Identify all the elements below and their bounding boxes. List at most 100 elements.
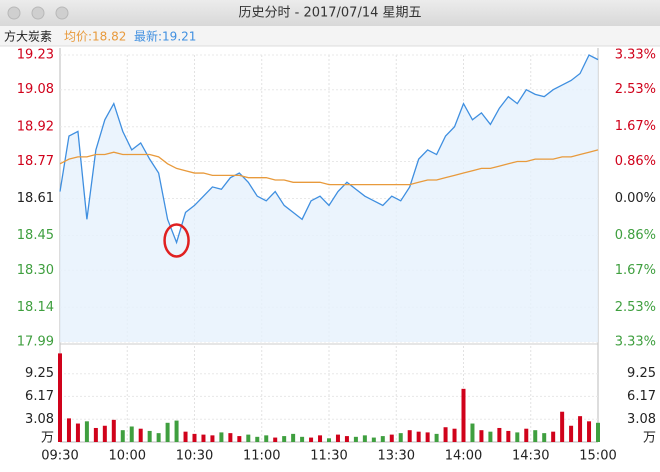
y-tick-label: 6.17 [25,389,54,404]
volume-bar [219,432,224,442]
y2-tick-label: 0.00% [615,191,656,206]
volume-bar [327,438,331,442]
volume-bar [578,416,583,442]
volume-bar [461,388,466,442]
y-tick-label: 18.45 [17,228,54,243]
y2-tick-label: 3.33% [615,48,656,63]
volume-bar [380,436,385,442]
volume-bar [174,420,179,442]
volume-bar [84,421,89,442]
volume-bar [587,421,592,442]
volume-bar [506,430,511,442]
volume-bar [371,437,376,442]
volume-bar [479,430,484,442]
volume-bar [183,431,188,442]
volume-bar [551,431,556,442]
y2-tick-label: 0.86% [615,228,656,243]
y2-tick-label: 1.67% [615,119,656,134]
y-unit-label: 万 [41,431,54,446]
y-tick-label: 19.08 [17,82,54,97]
x-tick-label: 11:30 [310,449,347,464]
volume-bar [291,433,296,442]
volume-bar [111,419,116,442]
volume-bar [102,425,107,442]
volume-bar [569,425,574,442]
volume-bar [497,427,502,442]
minimize-button[interactable] [31,6,45,20]
x-tick-label: 10:00 [109,449,146,464]
volume-bar [192,433,197,442]
volume-bar [443,427,448,442]
volume-bar [138,428,143,442]
volume-bar [237,436,242,442]
volume-bar [282,436,287,442]
y-tick-label: 6.17 [627,389,656,404]
y-tick-label: 9.25 [627,366,656,381]
x-tick-label: 11:00 [243,449,280,464]
y-tick-label: 18.14 [17,300,54,315]
volume-bar [318,435,323,442]
volume-bar [434,433,439,442]
volume-bar [524,428,529,442]
volume-bar [264,435,269,442]
volume-bar [246,434,251,442]
volume-bar [389,434,394,442]
zoom-button[interactable] [55,6,69,20]
y-tick-label: 3.08 [25,412,54,427]
volume-bar [335,434,340,442]
volume-bar [425,432,430,442]
x-tick-label: 09:30 [41,449,78,464]
price-area [60,55,598,342]
latest-price-label: 最新:19.21 [134,29,196,44]
volume-bar [58,353,62,442]
volume-bar [362,435,367,442]
y-unit-label: 万 [643,431,656,446]
volume-bar [165,422,170,442]
volume-bar [93,427,98,442]
y2-tick-label: 1.67% [615,263,656,278]
volume-bar [542,433,547,442]
volume-bar [596,422,600,442]
stock-name: 方大炭素 [4,29,52,44]
volume-bar [470,423,475,442]
volume-bar [273,437,278,442]
x-tick-label: 10:30 [176,449,213,464]
volume-bar [407,430,412,442]
volume-bar [75,423,80,442]
x-tick-label: 13:30 [378,449,415,464]
y-tick-label: 19.23 [17,48,54,63]
volume-bar [66,418,71,442]
volume-bar [416,431,421,442]
volume-bar [228,433,233,442]
volume-bar [515,432,520,442]
volume-bar [533,430,538,442]
y2-tick-label: 2.53% [615,82,656,97]
avg-price-label: 均价:18.82 [64,30,126,44]
title-bar [0,0,660,26]
close-button[interactable] [7,6,21,20]
volume-bar [344,436,349,442]
y-tick-label: 18.77 [17,154,54,169]
window-title: 历史分时 - 2017/07/14 星期五 [238,6,421,21]
volume-bar [201,434,206,442]
y-tick-label: 18.61 [17,191,54,206]
volume-bar [398,433,403,442]
volume-bar [255,436,260,442]
volume-bar [353,436,358,442]
volume-bar [120,430,125,442]
y-tick-label: 18.92 [17,119,54,134]
volume-bar [147,430,152,442]
y-tick-label: 17.99 [17,335,54,350]
price-line [59,54,599,245]
y-tick-label: 3.08 [627,412,656,427]
highlight-circle [163,223,190,258]
x-tick-label: 14:30 [512,449,549,464]
volume-bar [210,435,215,442]
x-tick-label: 15:00 [579,449,616,464]
volume-bar [300,436,305,442]
volume-bar [156,433,161,442]
y-tick-label: 18.30 [17,263,54,278]
volume-bar [452,428,457,442]
y2-tick-label: 0.86% [615,154,656,169]
